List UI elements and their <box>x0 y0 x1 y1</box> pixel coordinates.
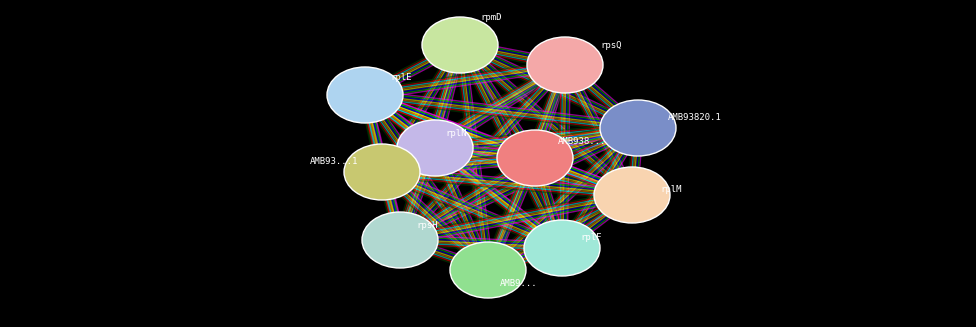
Ellipse shape <box>450 242 526 298</box>
Text: rpsH: rpsH <box>416 220 437 230</box>
Ellipse shape <box>524 220 600 276</box>
Text: AMB938...: AMB938... <box>558 137 606 146</box>
Ellipse shape <box>362 212 438 268</box>
Ellipse shape <box>327 67 403 123</box>
Ellipse shape <box>594 167 670 223</box>
Ellipse shape <box>527 37 603 93</box>
Ellipse shape <box>397 120 473 176</box>
Text: AMB93820.1: AMB93820.1 <box>668 113 721 123</box>
Text: rpmD: rpmD <box>480 13 502 23</box>
Text: rpsQ: rpsQ <box>600 41 622 49</box>
Text: AMB9...: AMB9... <box>500 279 538 287</box>
Ellipse shape <box>497 130 573 186</box>
Text: rplF: rplF <box>580 233 601 243</box>
Ellipse shape <box>344 144 420 200</box>
Ellipse shape <box>600 100 676 156</box>
Text: rplN: rplN <box>445 129 467 137</box>
Text: AMB93...1: AMB93...1 <box>309 158 358 166</box>
Text: rplE: rplE <box>390 74 412 82</box>
Text: rplM: rplM <box>660 185 681 195</box>
Ellipse shape <box>422 17 498 73</box>
